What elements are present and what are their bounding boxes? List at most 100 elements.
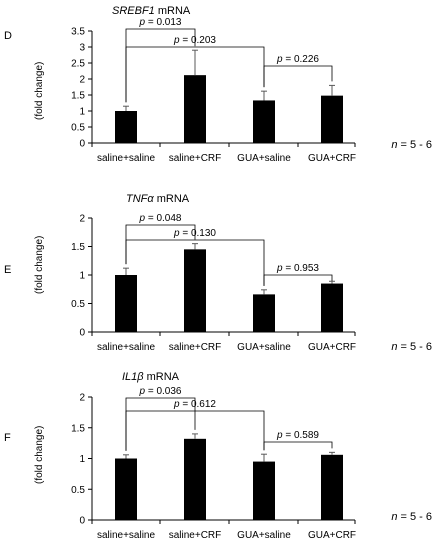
y-axis-label: (fold change) — [34, 62, 45, 120]
chart-title-suffix: mRNA — [144, 371, 180, 383]
y-axis-label: (fold change) — [34, 236, 45, 294]
x-category-label: saline+saline — [97, 153, 156, 164]
bar — [253, 294, 275, 332]
significance-bracket — [125, 239, 265, 286]
y-tick-label: 1 — [79, 454, 85, 465]
x-category-label: saline+CRF — [169, 530, 222, 541]
y-tick-label: 1.5 — [71, 91, 85, 102]
p-value-label: p = 0.953 — [276, 263, 319, 274]
p-symbol: p — [276, 430, 283, 441]
p-value: = 0.226 — [283, 54, 320, 65]
bar — [321, 95, 343, 143]
significance-bracket — [263, 65, 333, 88]
y-tick-label: 0.5 — [71, 485, 85, 496]
chart-title-gene: TNFα — [126, 193, 154, 205]
y-tick-label: 1 — [79, 271, 85, 282]
p-symbol: p — [276, 263, 283, 274]
bar — [253, 100, 275, 143]
bar — [184, 249, 206, 332]
sample-size-label: n = 5 - 6 — [391, 511, 432, 523]
y-tick-label: 2 — [79, 75, 85, 86]
chart-title-suffix: mRNA — [154, 193, 190, 205]
p-value: = 0.589 — [283, 430, 320, 441]
bar — [253, 461, 275, 520]
p-value-label: p = 0.013 — [139, 17, 182, 28]
p-symbol: p — [173, 35, 180, 46]
n-symbol: n — [391, 511, 397, 523]
x-category-label: GUA+CRF — [308, 342, 356, 353]
sample-size-label: n = 5 - 6 — [391, 341, 432, 353]
p-value: = 0.953 — [283, 263, 320, 274]
p-value: = 0.203 — [180, 35, 217, 46]
n-value: = 5 - 6 — [397, 341, 432, 353]
chart-title: TNFα mRNA — [126, 193, 190, 205]
y-tick-label: 3 — [79, 43, 85, 54]
bar — [184, 438, 206, 520]
x-category-label: saline+saline — [97, 530, 156, 541]
p-value-label: p = 0.203 — [173, 35, 216, 46]
x-category-label: GUA+CRF — [308, 530, 356, 541]
x-category-label: GUA+CRF — [308, 153, 356, 164]
n-value: = 5 - 6 — [397, 139, 432, 151]
p-value: = 0.048 — [145, 213, 182, 224]
x-category-label: saline+CRF — [169, 342, 222, 353]
bar — [321, 454, 343, 520]
chart-panel-f: F IL1β mRNA (fold change) 0 0.5 1 1.5 2 saline+s… — [4, 371, 432, 541]
p-value-label: p = 0.226 — [276, 54, 319, 65]
bar — [115, 111, 137, 143]
chart-panel-d: D SREBF1 mRNA (fold change) 0 0.5 1 1.5 2 2.5 3 3.… — [4, 5, 432, 164]
p-symbol: p — [173, 399, 180, 410]
x-category-label: GUA+saline — [237, 342, 291, 353]
x-category-label: saline+CRF — [169, 153, 222, 164]
y-tick-label: 1.5 — [71, 423, 85, 434]
panel-label: D — [4, 30, 12, 42]
bar — [115, 275, 137, 332]
p-value: = 0.130 — [180, 228, 217, 239]
p-value-label: p = 0.130 — [173, 228, 216, 239]
p-value-label: p = 0.048 — [139, 213, 182, 224]
sample-size-label: n = 5 - 6 — [391, 139, 432, 151]
y-tick-label: 0 — [79, 328, 85, 339]
chart-title: SREBF1 mRNA — [112, 5, 191, 17]
x-category-label: GUA+saline — [237, 153, 291, 164]
y-tick-label: 3.5 — [71, 27, 85, 38]
y-tick-label: 0.5 — [71, 123, 85, 134]
y-tick-label: 1.5 — [71, 242, 85, 253]
bar — [184, 75, 206, 143]
bar — [321, 283, 343, 332]
y-tick-label: 0 — [79, 516, 85, 527]
p-value-label: p = 0.589 — [276, 430, 319, 441]
significance-bracket — [125, 410, 265, 451]
n-symbol: n — [391, 341, 397, 353]
chart-title-suffix: mRNA — [155, 5, 191, 17]
p-symbol: p — [139, 386, 146, 397]
p-symbol: p — [173, 228, 180, 239]
panel-label: E — [4, 264, 11, 276]
y-tick-label: 1 — [79, 107, 85, 118]
chart-title-gene: IL1β — [122, 371, 144, 383]
y-tick-label: 0.5 — [71, 299, 85, 310]
p-value: = 0.013 — [145, 17, 182, 28]
p-value: = 0.612 — [180, 399, 217, 410]
bar — [115, 458, 137, 520]
p-symbol: p — [276, 54, 283, 65]
y-tick-label: 2.5 — [71, 59, 85, 70]
n-value: = 5 - 6 — [397, 511, 432, 523]
p-symbol: p — [139, 17, 146, 28]
p-symbol: p — [139, 213, 146, 224]
chart-title: IL1β mRNA — [122, 371, 180, 383]
y-tick-label: 0 — [79, 139, 85, 150]
significance-bracket — [263, 441, 333, 451]
y-tick-label: 2 — [79, 393, 85, 404]
p-value-label: p = 0.036 — [139, 386, 182, 397]
x-category-label: saline+saline — [97, 342, 156, 353]
significance-bracket — [263, 274, 333, 286]
panel-label: F — [4, 432, 11, 444]
p-value-label: p = 0.612 — [173, 399, 216, 410]
y-tick-label: 2 — [79, 214, 85, 225]
chart-panel-e: E TNFα mRNA (fold change) 0 0.5 1 1.5 2 saline+s… — [4, 193, 432, 353]
chart-title-gene: SREBF1 — [112, 5, 155, 17]
p-value: = 0.036 — [145, 386, 182, 397]
y-axis-label: (fold change) — [34, 426, 45, 484]
